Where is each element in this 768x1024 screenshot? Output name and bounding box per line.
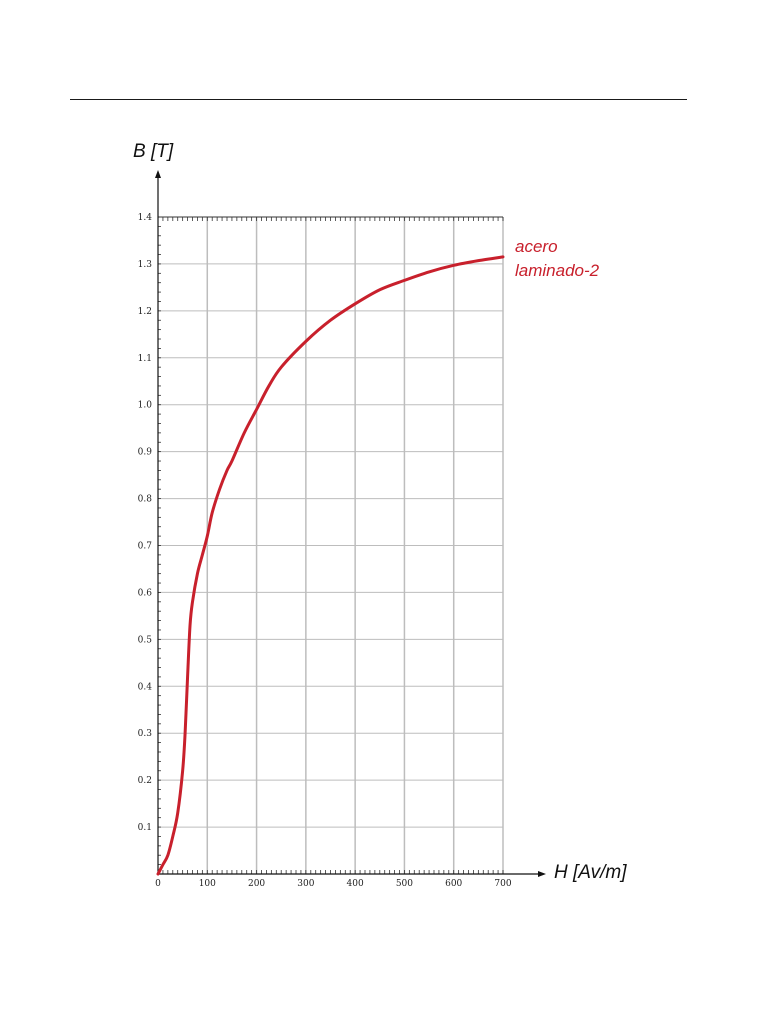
y-axis-arrow xyxy=(155,170,161,178)
x-tick-label-600: 600 xyxy=(445,879,462,889)
y-tick-label-0.7: 0.7 xyxy=(138,542,153,552)
tick-labels: 0 100 200 300 400 500 600 700 0.1 0.2 0.3 0.4 0.5 0.6… xyxy=(138,213,512,889)
y-tick-label-0.8: 0.8 xyxy=(138,495,153,505)
x-axis-arrow xyxy=(538,871,546,877)
x-tick-label-500: 500 xyxy=(396,879,413,889)
series-label-line-1: acero xyxy=(515,237,558,256)
y-tick-label-1.4: 1.4 xyxy=(138,213,153,223)
series-line-0 xyxy=(156,255,505,876)
axes xyxy=(155,170,546,877)
x-axis-label: H [Av/m] xyxy=(554,862,627,883)
y-tick-label-0.6: 0.6 xyxy=(138,588,153,598)
y-tick-label-1.1: 1.1 xyxy=(138,354,152,364)
x-tick-label-700: 700 xyxy=(494,879,511,889)
y-tick-label-0.9: 0.9 xyxy=(138,448,153,458)
x-tick-label-400: 400 xyxy=(347,879,364,889)
y-tick-label-0.1: 0.1 xyxy=(138,823,152,833)
y-tick-label-1: 1.0 xyxy=(138,401,153,411)
y-tick-label-0.4: 0.4 xyxy=(138,682,153,692)
series-layer xyxy=(156,255,505,876)
x-tick-label-100: 100 xyxy=(199,879,216,889)
y-tick-label-1.3: 1.3 xyxy=(138,260,153,270)
page-top-rule xyxy=(70,99,687,100)
x-tick-label-200: 200 xyxy=(248,879,265,889)
x-tick-label-300: 300 xyxy=(297,879,314,889)
y-tick-label-0.5: 0.5 xyxy=(138,635,153,645)
series-label-line-2: laminado-2 xyxy=(515,261,600,280)
y-tick-label-1.2: 1.2 xyxy=(138,307,152,317)
y-tick-label-0.3: 0.3 xyxy=(138,729,153,739)
grid-lines xyxy=(158,216,504,874)
y-axis-label: B [T] xyxy=(133,141,174,162)
x-tick-label-0: 0 xyxy=(155,879,161,889)
y-tick-label-0.2: 0.2 xyxy=(138,776,152,786)
